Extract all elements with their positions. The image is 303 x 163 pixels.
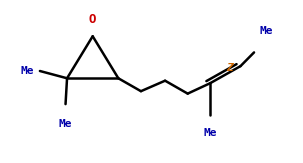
Text: Z: Z — [227, 63, 233, 73]
Text: Me: Me — [59, 119, 72, 129]
Text: Me: Me — [20, 66, 34, 76]
Text: O: O — [89, 13, 96, 26]
Text: Me: Me — [259, 26, 273, 36]
Text: Me: Me — [204, 128, 217, 138]
